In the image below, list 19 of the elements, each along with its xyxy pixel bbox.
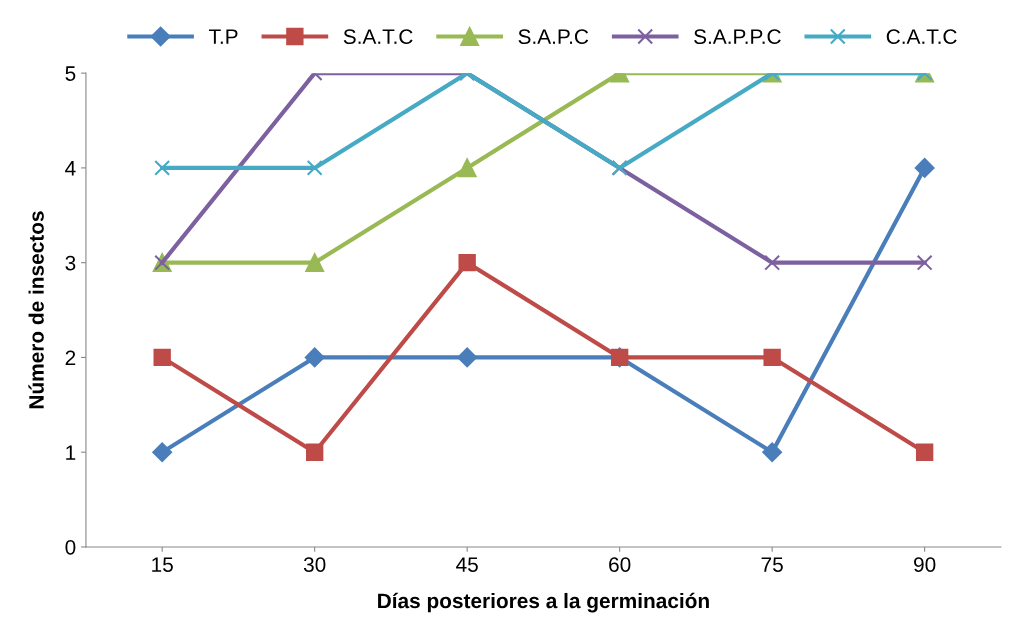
x-tick-label: 90 [914, 557, 936, 572]
legend-label: C.A.T.C [886, 29, 957, 45]
y-tick-label: 2 [65, 350, 76, 365]
legend-label: S.A.P.C [518, 29, 589, 45]
legend-label: S.A.T.C [343, 29, 413, 45]
y-tick-label: 0 [65, 539, 76, 555]
y-tick-label: 5 [65, 66, 76, 81]
x-tick-label: 15 [152, 557, 173, 572]
x-tick-label: 45 [456, 557, 478, 572]
y-tick-label: 1 [66, 445, 76, 460]
x-axis-title: Días posteriores a la germinación [378, 592, 709, 613]
x-tick-label: 75 [761, 557, 783, 572]
x-tick-label: 30 [303, 557, 326, 572]
y-tick-label: 4 [65, 161, 76, 176]
x-tick-label: 60 [609, 557, 631, 572]
y-tick-label: 3 [65, 255, 76, 271]
y-axis-title: Número de insectos [28, 211, 44, 409]
legend-label: T.P [208, 29, 238, 44]
legend-label: S.A.P.P.C [694, 29, 781, 45]
